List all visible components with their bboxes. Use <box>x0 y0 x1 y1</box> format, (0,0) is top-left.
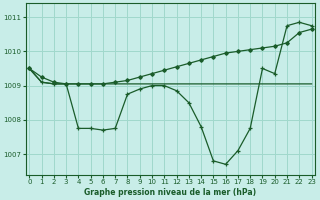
X-axis label: Graphe pression niveau de la mer (hPa): Graphe pression niveau de la mer (hPa) <box>84 188 257 197</box>
